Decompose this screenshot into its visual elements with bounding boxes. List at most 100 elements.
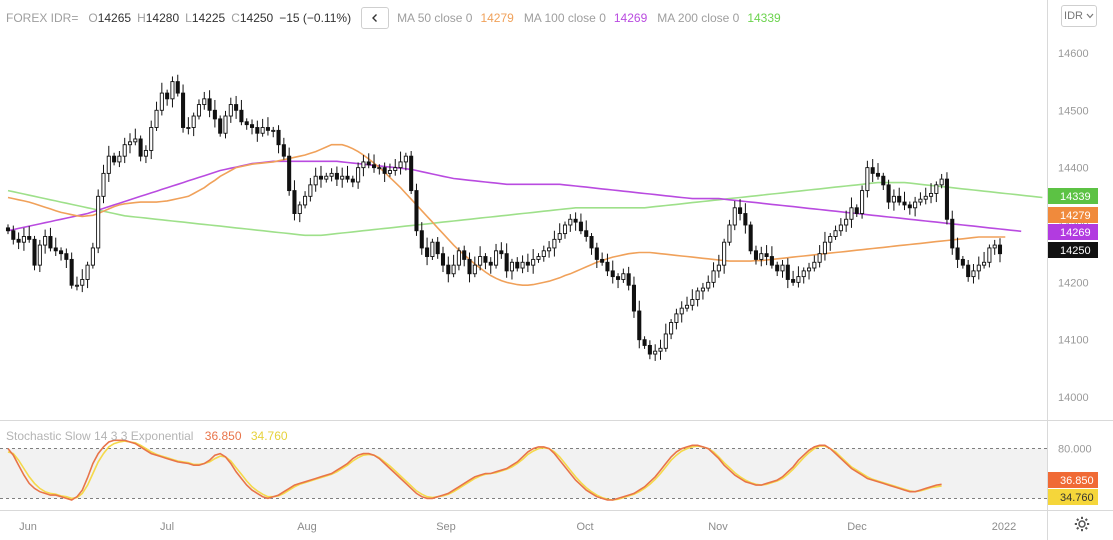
candle bbox=[308, 177, 313, 202]
candle bbox=[117, 151, 122, 168]
candle bbox=[817, 245, 822, 268]
x-tick-label: Oct bbox=[576, 521, 593, 533]
candle bbox=[90, 242, 95, 269]
candle bbox=[149, 120, 154, 160]
candle bbox=[525, 253, 530, 273]
candle bbox=[143, 145, 148, 164]
chevron-left-icon[interactable] bbox=[361, 7, 390, 29]
x-tick-label: Aug bbox=[297, 521, 317, 533]
price-tag-background bbox=[1048, 224, 1098, 240]
candle bbox=[955, 237, 960, 269]
candle bbox=[356, 162, 361, 189]
gear-icon[interactable] bbox=[1073, 516, 1091, 534]
candle bbox=[769, 246, 774, 269]
candle bbox=[541, 245, 546, 262]
candle bbox=[101, 164, 106, 204]
candle bbox=[318, 165, 324, 188]
candle bbox=[748, 221, 753, 255]
candle bbox=[950, 210, 955, 255]
candle bbox=[340, 167, 345, 188]
candle bbox=[902, 191, 907, 211]
y-tick-label: 14500 bbox=[1058, 105, 1089, 117]
candle bbox=[350, 175, 355, 188]
candle bbox=[743, 203, 748, 234]
stochastic-tag-label: 36.850 bbox=[1060, 475, 1094, 487]
candle bbox=[271, 126, 276, 138]
candle bbox=[175, 74, 180, 97]
candle bbox=[849, 197, 854, 228]
candle bbox=[387, 163, 392, 177]
candle bbox=[403, 152, 408, 171]
candle bbox=[478, 246, 483, 271]
moving-average-lines bbox=[7, 143, 1043, 286]
candle bbox=[11, 225, 16, 245]
x-tick-label: Jun bbox=[19, 521, 37, 533]
candle bbox=[828, 233, 833, 251]
candle bbox=[292, 180, 297, 221]
candle bbox=[547, 241, 552, 258]
candle bbox=[860, 185, 865, 219]
candle bbox=[488, 257, 493, 274]
candle bbox=[472, 256, 477, 278]
candle bbox=[610, 260, 615, 284]
candle bbox=[992, 239, 997, 255]
candle bbox=[398, 151, 403, 175]
candle bbox=[960, 255, 965, 269]
candle bbox=[446, 256, 451, 283]
candle bbox=[764, 245, 769, 266]
candle bbox=[494, 243, 499, 269]
candle bbox=[870, 159, 875, 182]
stochastic-header: Stochastic Slow 14 3 3 Exponential 36.85… bbox=[6, 429, 288, 443]
stochastic-tag-d: 34.760 bbox=[1048, 489, 1098, 505]
candle bbox=[53, 237, 58, 256]
high-label: H bbox=[137, 11, 146, 25]
high-value: 14280 bbox=[145, 11, 180, 25]
candle bbox=[907, 201, 912, 215]
candle bbox=[499, 242, 504, 259]
ma50-label: MA 50 close 0 bbox=[397, 11, 473, 25]
candle bbox=[154, 101, 159, 131]
candle bbox=[361, 155, 366, 177]
candle bbox=[462, 245, 467, 267]
candle bbox=[939, 173, 944, 189]
chart-header: FOREX IDR= O 14265 H 14280 L 14225 C 142… bbox=[6, 7, 791, 29]
candle bbox=[923, 187, 928, 205]
price-tags: 14339 14279 14269 14250 36.850 34.760 bbox=[1048, 188, 1098, 505]
candle bbox=[520, 255, 525, 274]
candle bbox=[297, 201, 302, 223]
ma200-label: MA 200 close 0 bbox=[657, 11, 740, 25]
chevron-down-icon bbox=[1086, 13, 1094, 19]
candle bbox=[228, 97, 233, 123]
candle bbox=[21, 227, 26, 251]
candle bbox=[780, 259, 785, 278]
stochastic-k-line bbox=[7, 439, 942, 501]
candle bbox=[531, 249, 536, 274]
candle bbox=[159, 82, 164, 116]
candle bbox=[64, 248, 69, 269]
candle bbox=[435, 237, 440, 259]
candle bbox=[791, 270, 796, 286]
candle bbox=[165, 89, 170, 106]
candle bbox=[425, 237, 430, 266]
candle bbox=[255, 120, 260, 142]
candle bbox=[138, 135, 143, 162]
candle bbox=[377, 164, 382, 175]
price-tag-ma200: 14339 bbox=[1048, 188, 1098, 204]
candle bbox=[202, 91, 207, 110]
candle bbox=[191, 112, 196, 137]
candle bbox=[838, 218, 843, 236]
candle bbox=[382, 162, 387, 182]
y-tick-label: 14400 bbox=[1058, 163, 1089, 175]
candle bbox=[796, 266, 801, 288]
candle bbox=[653, 344, 658, 361]
price-tag-ma50: 14279 bbox=[1048, 207, 1098, 223]
candle bbox=[833, 225, 838, 240]
candle bbox=[716, 254, 721, 278]
currency-button[interactable]: IDR bbox=[1061, 5, 1097, 27]
candle bbox=[366, 153, 371, 169]
candle bbox=[626, 266, 631, 291]
candle bbox=[536, 253, 541, 263]
candle bbox=[891, 189, 896, 211]
close-label: C bbox=[231, 11, 240, 25]
